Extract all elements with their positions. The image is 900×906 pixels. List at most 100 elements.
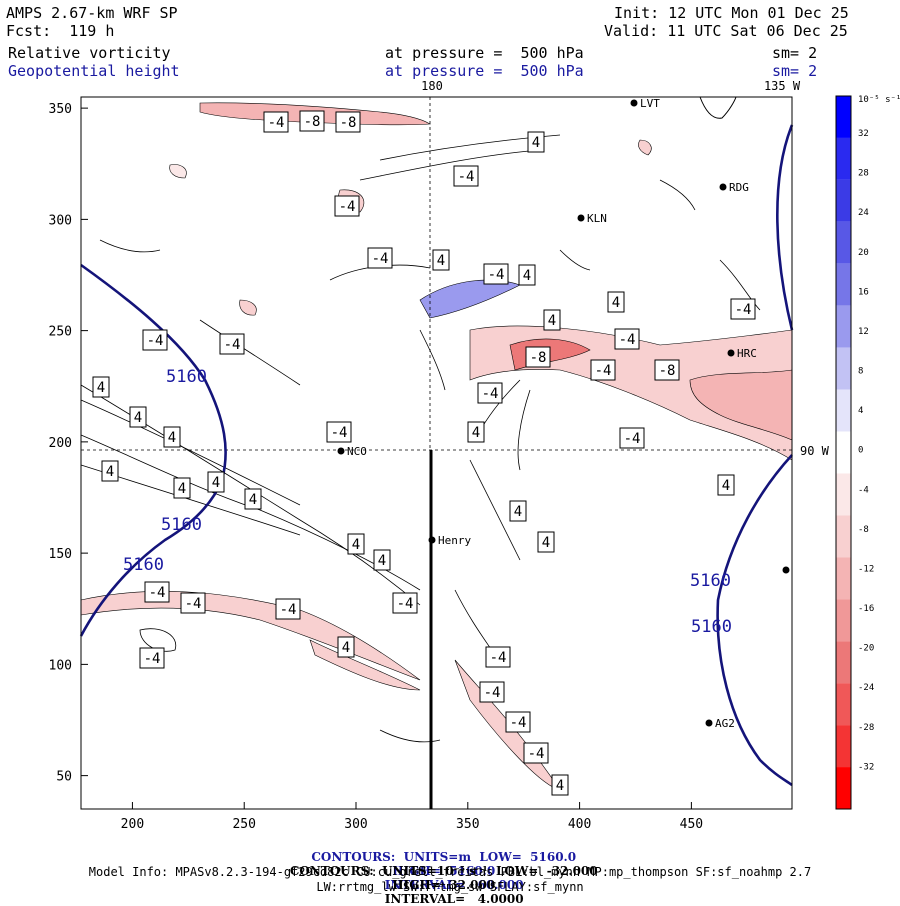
svg-text:4: 4 [178,481,186,497]
svg-text:LVT: LVT [640,97,660,110]
svg-text:-4: -4 [339,199,356,215]
footer-line1-interval: INTERVAL= 60.000 [384,878,524,892]
field1-level: at pressure = 500 hPa [385,44,584,62]
colorbar-label: 28 [858,169,869,179]
vorticity-label: 4 [129,406,147,428]
svg-text:-8: -8 [340,115,357,131]
model-info: Model Info: MPASv8.2.3-194-gf29cd82c CU:… [88,865,812,879]
valid-time: Valid: 11 UTC Sat 06 Dec 25 [604,22,848,40]
colorbar-label: -8 [858,525,869,535]
vorticity-label: 4 [244,488,262,510]
svg-text:-4: -4 [735,302,752,318]
svg-text:4: 4 [542,535,550,551]
svg-text:-4: -4 [490,650,507,666]
vorticity-label: 4 [518,264,536,286]
vorticity-label: 4 [101,460,119,482]
map-frame [80,96,793,810]
footer-line1-high: HIGH= 5160.0 [392,864,496,878]
svg-text:HRC: HRC [737,347,757,360]
svg-text:-4: -4 [147,333,164,349]
svg-text:-4: -4 [458,169,475,185]
svg-text:-4: -4 [397,596,414,612]
colorbar-label: -28 [858,723,874,733]
vorticity-label: 4 [509,500,527,522]
colorbar-label: 8 [858,367,863,377]
height-label: 5160 [691,617,732,637]
footer-line2-interval: INTERVAL= 4.0000 [384,892,524,906]
vorticity-label: 4 [337,636,355,658]
vorticity-label: 4 [537,531,555,553]
station-marker: Henry [428,534,471,547]
svg-text:4: 4 [168,430,176,446]
colorbar-swatch [836,263,851,306]
colorbar-swatch [836,221,851,264]
colorbar-unit: 10⁻⁵ s⁻¹ [858,95,900,105]
x-tick-label: 200 [121,817,144,832]
top-label-135w: 135 W [764,79,801,93]
x-tick-label: 300 [344,817,367,832]
vorticity-label: -4 [326,421,352,443]
vorticity-label: -8 [525,346,551,368]
svg-text:-4: -4 [149,585,166,601]
footer-line1: CONTOURS: UNITS=m LOW= 5160.0 HIGH= 5160… [0,836,900,892]
footer-line2-high: HIGH= 32.000 [392,878,496,892]
y-tick-label: 250 [49,325,72,340]
vorticity-label: -4 [614,328,640,350]
svg-text:-8: -8 [530,350,547,366]
vorticity-label: -4 [477,382,503,404]
vorticity-label: -4 [180,592,206,614]
vorticity-label: 4 [551,774,569,796]
colorbar-swatch [836,305,851,348]
x-tick-label: 250 [232,817,255,832]
colorbar-swatch [836,767,851,809]
svg-text:4: 4 [722,478,730,494]
vorticity-labels: -4 -8 -84-4-4-4 4-4 44 -44-4-4 -4-8-4 -8-44-4 44… [92,110,756,796]
vorticity-label: -4 [142,329,168,351]
station-marker: HRC [727,347,757,360]
svg-text:4: 4 [342,640,350,656]
field1-smooth: sm= 2 [772,44,818,62]
vorticity-label: -4 [219,333,245,355]
station-marker [782,566,790,574]
svg-text:NCO: NCO [347,445,367,458]
colorbar-swatch [836,683,851,726]
station-marker: LVT [630,97,660,110]
footer-line1-low: CONTOURS: UNITS=m LOW= 5160.0 [311,850,577,864]
height-label: 5160 [161,515,202,535]
svg-text:KLN: KLN [587,212,607,225]
svg-text:-4: -4 [144,651,161,667]
colorbar-label: -24 [858,683,874,693]
station-marker: AG2 [705,717,735,730]
svg-text:4: 4 [514,504,522,520]
colorbar-label: -4 [858,485,869,495]
colorbar-swatch [836,473,851,516]
y-tick-label: 300 [49,213,72,228]
station-marker: NCO [337,445,367,458]
svg-text:-4: -4 [619,332,636,348]
svg-text:-4: -4 [185,596,202,612]
vorticity-label: -4 [523,742,549,764]
x-tick-label: 450 [680,817,703,832]
svg-text:-4: -4 [280,602,297,618]
model-info-2: LW:rrtmg_lw SW:rrtmg_sw SFLAY:sf_mynn [316,880,584,894]
colorbar-swatch [836,641,851,684]
svg-text:4: 4 [556,778,564,794]
colorbar-label: 12 [858,327,869,337]
vorticity-label: -8 [335,111,361,133]
vorticity-label: 4 [717,474,735,496]
svg-text:Henry: Henry [438,534,471,547]
colorbar-label: -12 [858,564,874,574]
vorticity-label: 4 [543,309,561,331]
svg-text:4: 4 [106,464,114,480]
vorticity-label: -4 [479,681,505,703]
colorbar-swatch [836,515,851,558]
svg-text:4: 4 [134,410,142,426]
height-labels: 5160 5160 5160 5160 5160 [123,367,732,637]
vorticity-label: 4 [467,421,485,443]
vorticity-label: -4 [483,263,509,285]
vorticity-label: -4 [275,598,301,620]
svg-text:4: 4 [532,135,540,151]
svg-text:4: 4 [212,475,220,491]
vorticity-label: -4 [453,165,479,187]
colorbar-swatch [836,725,851,768]
